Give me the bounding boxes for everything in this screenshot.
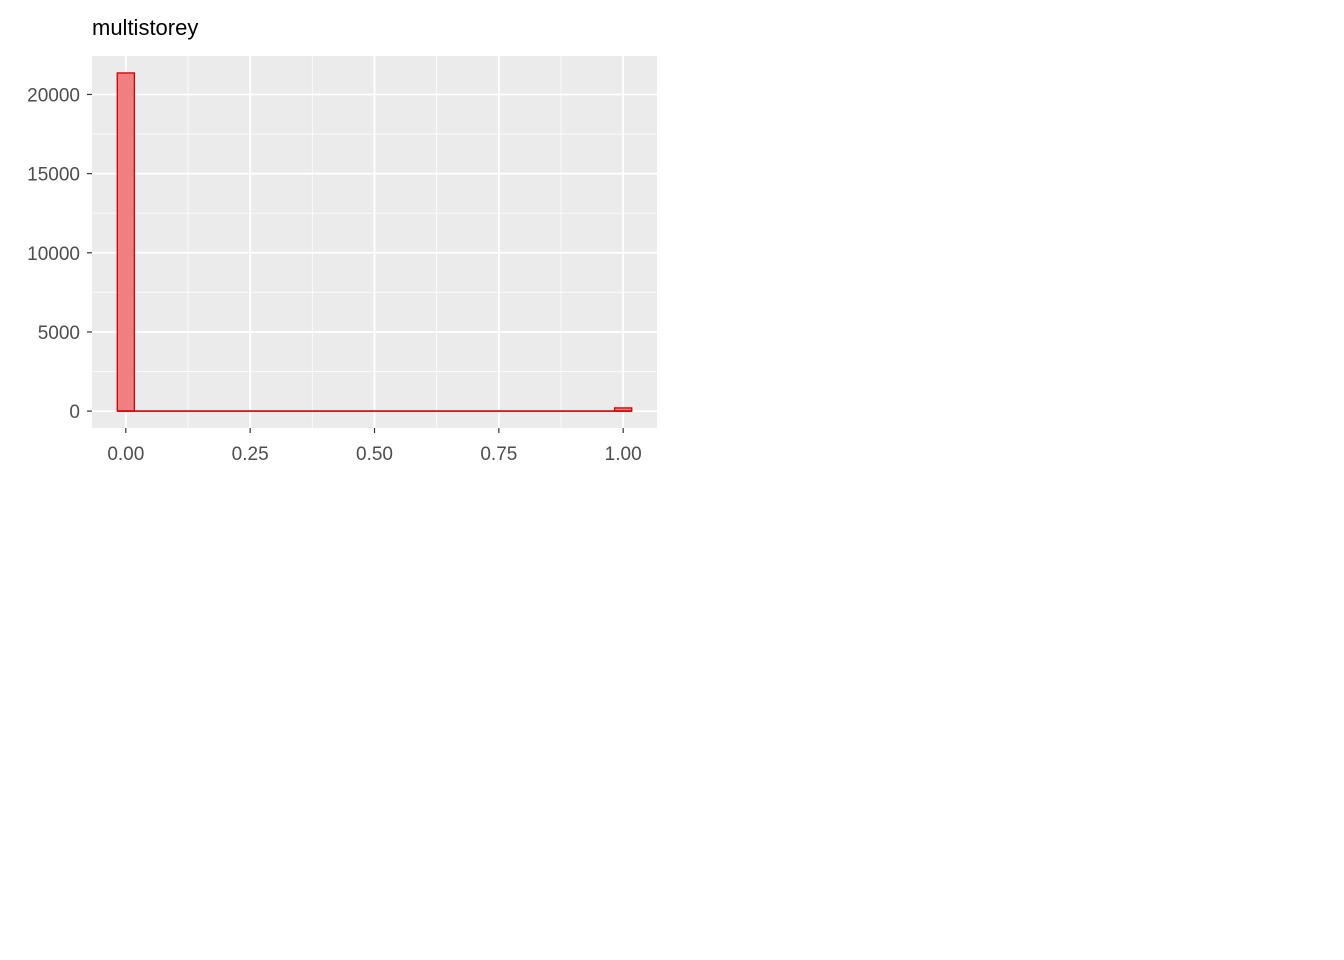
y-tick-label: 0 (69, 402, 80, 423)
x-tick-label: 0.00 (107, 444, 144, 465)
x-tick-label: 0.75 (480, 444, 517, 465)
minor-grid-x (187, 56, 562, 428)
x-tick-label: 0.25 (232, 444, 269, 465)
y-tick-label: 20000 (27, 85, 80, 106)
histogram-chart: multistorey 0.00 0.25 0.50 0.75 1.00 0 5000 10… (27, 15, 657, 465)
y-tick-label: 5000 (38, 323, 80, 344)
y-tick-label: 15000 (27, 165, 80, 186)
x-tick-label: 1.00 (605, 444, 642, 465)
histogram-bars (116, 72, 633, 412)
chart-title: multistorey (92, 15, 198, 40)
histogram-bar (116, 72, 136, 412)
y-tick-label: 10000 (27, 244, 80, 265)
y-axis: 0 5000 10000 15000 20000 (27, 85, 92, 423)
x-axis: 0.00 0.25 0.50 0.75 1.00 (107, 428, 642, 465)
x-tick-label: 0.50 (356, 444, 393, 465)
